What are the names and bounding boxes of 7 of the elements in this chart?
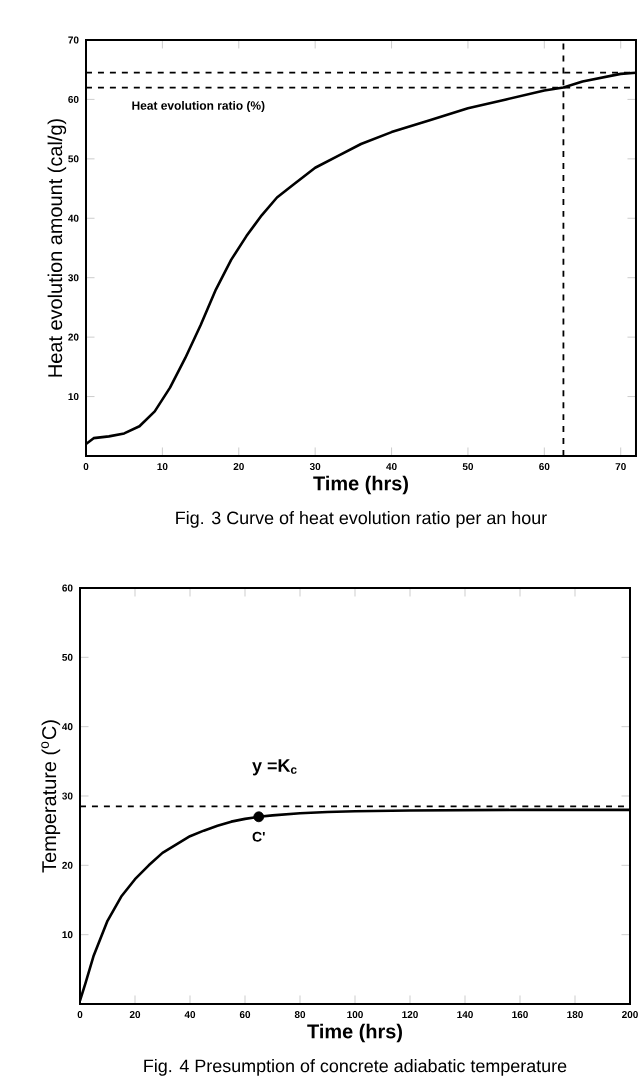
y-axis-title: Heat evolution amount (cal/g) (47, 119, 67, 377)
y-axis-title: Temperature ($^{o}$C) (41, 720, 61, 873)
ref-line-label: y =K$_{c}$ (252, 759, 297, 776)
text: Fig. 4 Presumption of concrete adiabatic temperature (144, 1059, 567, 1076)
x-axis-title: Time (hrs) (307, 1023, 402, 1043)
x-axis-title: Time (hrs) (313, 475, 408, 495)
text: Fig. 3 Curve of heat evolution ratio per an hour (176, 511, 547, 528)
